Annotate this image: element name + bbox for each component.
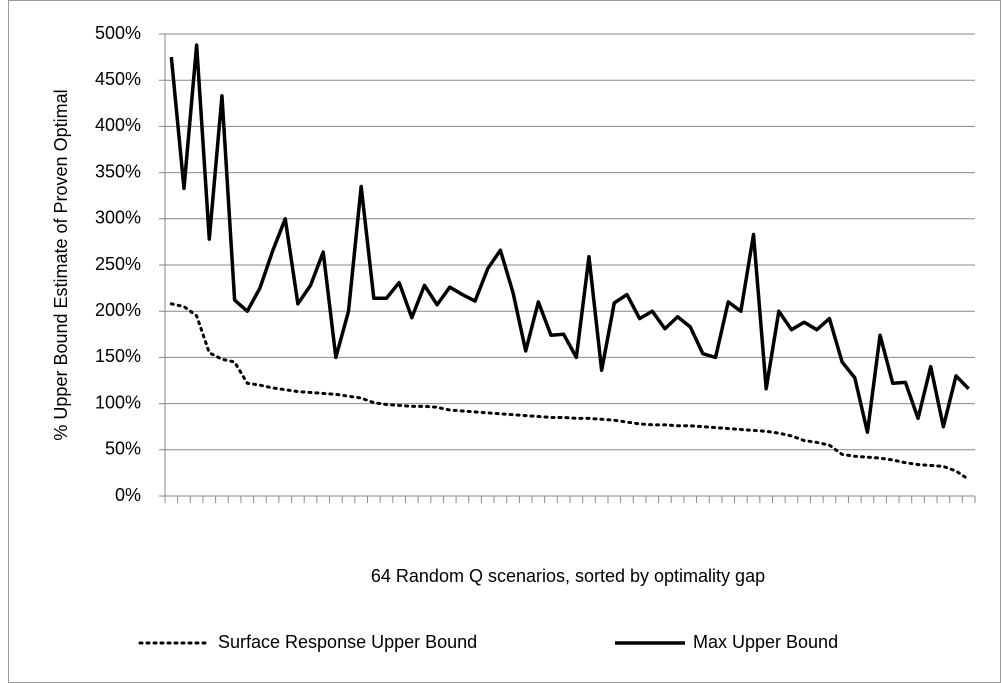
y-tick-label: 100%: [95, 392, 141, 412]
legend-label: Surface Response Upper Bound: [218, 632, 477, 652]
y-tick-label: 300%: [95, 208, 141, 228]
legend-label: Max Upper Bound: [693, 632, 838, 652]
y-tick-label: 50%: [105, 439, 141, 459]
y-tick-label: 450%: [95, 69, 141, 89]
line-series: [169, 302, 971, 481]
y-tick-label: 0%: [115, 485, 141, 505]
y-axis-label: % Upper Bound Estimate of Proven Optimal: [51, 89, 71, 440]
y-tick-label: 200%: [95, 300, 141, 320]
y-tick-label: 350%: [95, 161, 141, 181]
y-tick-label: 250%: [95, 254, 141, 274]
y-tick-label: 150%: [95, 346, 141, 366]
x-axis-label: 64 Random Q scenarios, sorted by optimal…: [371, 566, 765, 586]
y-tick-label: 500%: [95, 23, 141, 43]
y-tick-label: 400%: [95, 115, 141, 135]
line-series: [169, 43, 970, 434]
